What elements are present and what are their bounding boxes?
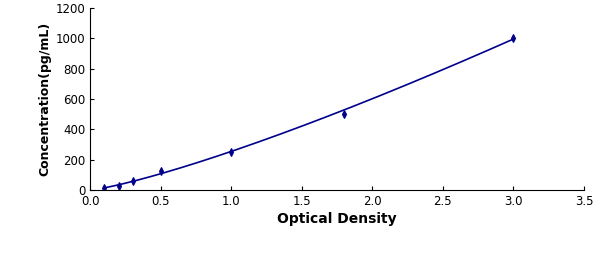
X-axis label: Optical Density: Optical Density: [278, 212, 397, 226]
Y-axis label: Concentration(pg/mL): Concentration(pg/mL): [39, 22, 52, 176]
